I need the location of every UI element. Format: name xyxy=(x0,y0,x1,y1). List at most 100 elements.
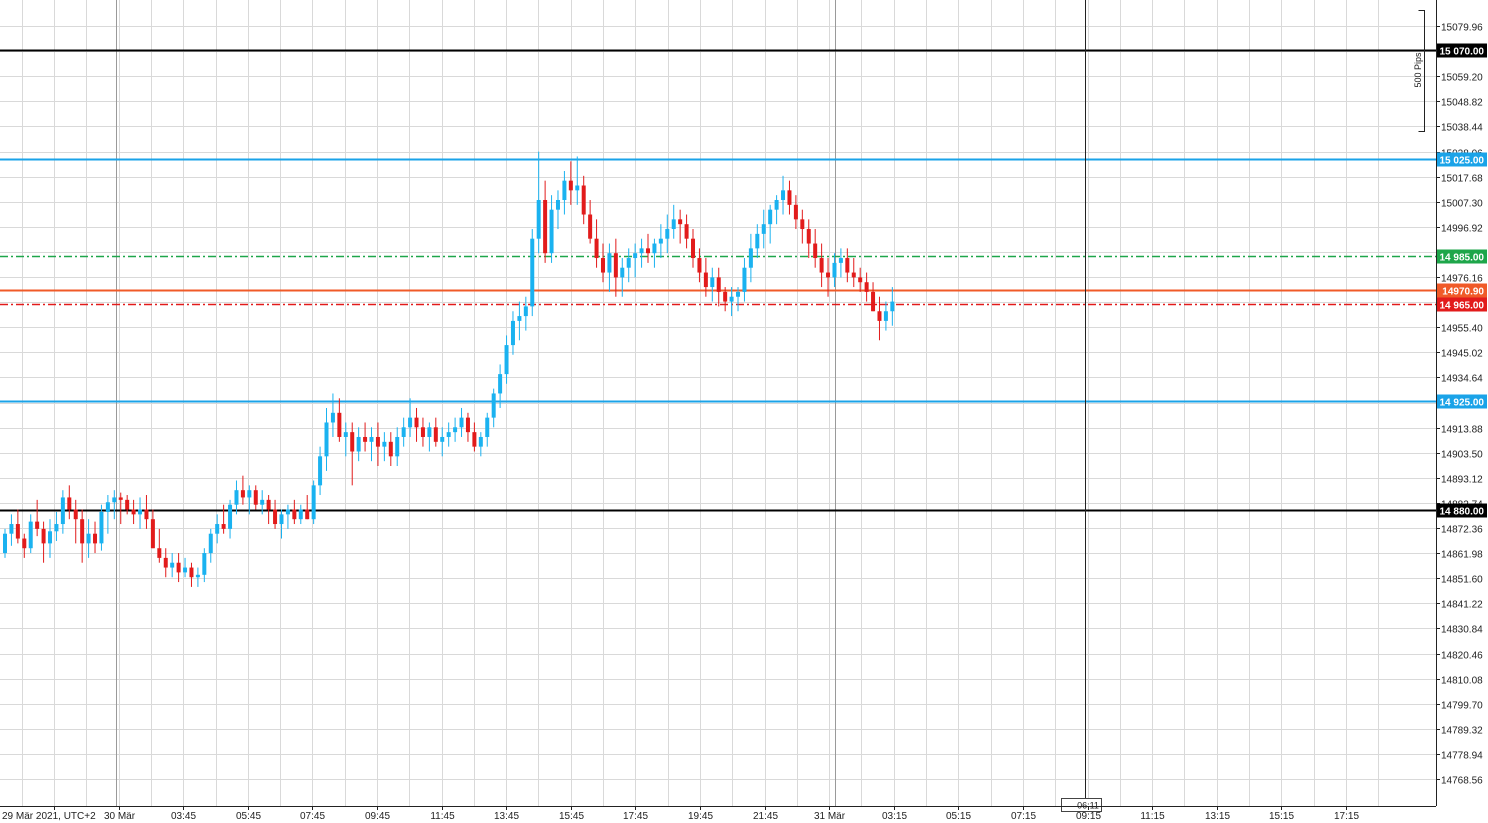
candle-body xyxy=(800,219,805,230)
candle xyxy=(375,422,380,466)
candle-body xyxy=(22,538,27,549)
candle-body xyxy=(382,441,387,447)
time-tick-label: 19:45 xyxy=(688,811,713,822)
candle-body xyxy=(723,291,728,302)
candle-body xyxy=(183,567,188,573)
candle-body xyxy=(266,499,271,510)
candle-body xyxy=(491,393,496,418)
candle xyxy=(716,267,721,307)
candle xyxy=(800,209,805,244)
candle xyxy=(877,296,882,341)
candle-body xyxy=(562,180,567,201)
candle-body xyxy=(253,490,258,505)
candle xyxy=(67,485,72,520)
candle xyxy=(697,248,702,283)
price-tick-label: 14830.84 xyxy=(1441,625,1483,636)
candle xyxy=(781,175,786,215)
candle xyxy=(60,490,65,534)
candle-body xyxy=(414,417,419,428)
candle-body xyxy=(369,436,374,442)
candle-body xyxy=(305,509,310,520)
candle xyxy=(9,514,14,546)
candle-body xyxy=(9,524,14,534)
candle xyxy=(646,233,650,263)
candle-body xyxy=(781,190,786,201)
candle xyxy=(266,495,271,525)
candle xyxy=(491,388,496,428)
candle-body xyxy=(375,436,380,447)
candle-body xyxy=(504,345,509,375)
candle-body xyxy=(774,200,779,210)
candle-body xyxy=(125,499,130,510)
candle xyxy=(80,509,85,563)
candle-body xyxy=(208,533,213,554)
candle xyxy=(594,219,599,268)
candle xyxy=(600,243,605,283)
level-price-tag-label: 14 985.00 xyxy=(1440,253,1485,264)
candle xyxy=(93,521,98,554)
candle-body xyxy=(440,436,445,442)
candle-body xyxy=(703,272,708,288)
candle xyxy=(575,156,580,205)
candle-body xyxy=(427,427,432,437)
candle xyxy=(54,511,59,541)
candle xyxy=(125,495,130,515)
candle-body xyxy=(350,432,355,452)
candle-body xyxy=(600,258,605,273)
candle xyxy=(485,412,490,447)
candle xyxy=(845,248,850,283)
level-price-tag xyxy=(1437,283,1487,298)
time-tick-label: 30 Mär xyxy=(104,811,136,822)
candle-body xyxy=(221,524,226,529)
time-tick-label: 05:45 xyxy=(236,811,261,822)
candle-body xyxy=(298,509,303,520)
candle-body xyxy=(819,258,824,273)
candle xyxy=(446,422,451,447)
candle-body xyxy=(678,219,683,225)
candle xyxy=(176,553,181,583)
candle xyxy=(523,296,528,331)
candle-body xyxy=(742,267,747,292)
cursor-time-label: 06:11 xyxy=(1077,801,1099,811)
candle-body xyxy=(363,436,368,442)
horizontal-level-lines[interactable] xyxy=(0,49,1436,512)
candle-body xyxy=(260,499,265,505)
candle-body xyxy=(93,533,98,544)
candle xyxy=(408,398,413,437)
candle xyxy=(793,195,798,230)
candlestick-series xyxy=(3,151,895,587)
price-tick-label: 14778.94 xyxy=(1441,751,1483,762)
candle-body xyxy=(285,509,290,515)
candle xyxy=(401,417,406,447)
candle xyxy=(890,287,895,326)
candle-body xyxy=(684,224,689,239)
level-price-tag xyxy=(1437,297,1487,312)
candle-body xyxy=(28,521,33,549)
candle-body xyxy=(48,531,53,544)
pips-ruler: 500 Pips xyxy=(1413,10,1425,132)
candle-body xyxy=(806,229,811,244)
candle xyxy=(581,175,586,225)
candle xyxy=(112,490,117,520)
candle xyxy=(736,287,741,312)
level-price-tag xyxy=(1437,152,1487,167)
level-price-tag-label: 14 965.00 xyxy=(1440,301,1485,312)
candle-body xyxy=(420,427,425,437)
candle-body xyxy=(787,190,792,205)
level-price-tag-label: 14970.90 xyxy=(1442,287,1484,298)
candle-body xyxy=(549,209,554,254)
candle-body xyxy=(530,238,535,307)
candle xyxy=(150,509,155,549)
candle xyxy=(671,204,676,239)
candle xyxy=(787,180,792,215)
candle xyxy=(350,422,355,486)
candle-body xyxy=(138,509,143,515)
price-axis: 15079.9615069.5815059.2015048.8215038.44… xyxy=(1436,23,1483,787)
candle xyxy=(202,548,207,583)
candle-body xyxy=(176,562,181,573)
candle-body xyxy=(15,524,20,539)
candle xyxy=(832,253,837,288)
time-tick-label: 13:15 xyxy=(1205,811,1230,822)
candle xyxy=(665,214,670,254)
